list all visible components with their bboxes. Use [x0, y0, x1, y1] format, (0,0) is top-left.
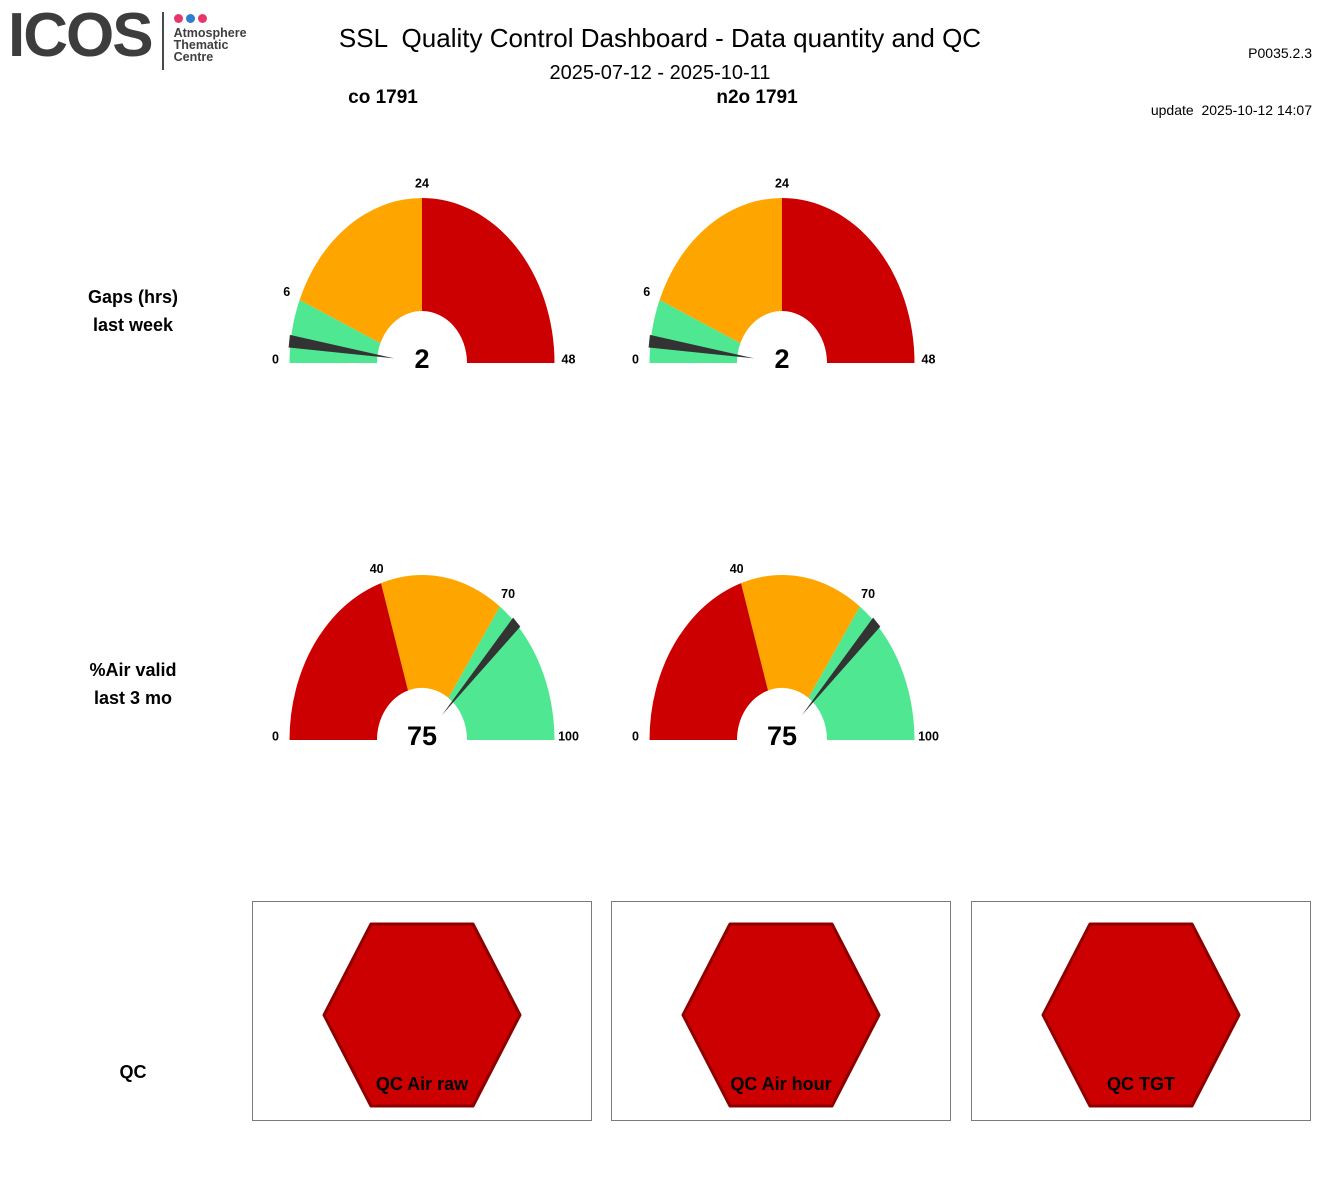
version-code: P0035.2.3: [1248, 45, 1312, 61]
row-label-line: last week: [92, 315, 174, 335]
svg-text:48: 48: [562, 352, 576, 366]
qc-hexagon-air-hour: QC Air hour: [679, 920, 883, 1110]
svg-text:100: 100: [918, 729, 939, 743]
svg-text:24: 24: [415, 177, 429, 190]
update-timestamp: update 2025-10-12 14:07: [1150, 102, 1312, 118]
date-range: 2025-07-12 - 2025-10-11: [549, 62, 771, 84]
gauge-airvalid-n2o: 0 40 70 100 75: [617, 554, 947, 754]
column-header-n2o: n2o 1791: [716, 87, 798, 108]
page-title: SSL Quality Control Dashboard - Data qua…: [338, 23, 982, 53]
logo-dot-icon: [197, 14, 207, 23]
qc-hexagon-icon: [1041, 922, 1241, 1108]
icos-logo-text: ICOS: [8, 1, 154, 70]
svg-text:40: 40: [370, 562, 384, 576]
svg-text:100: 100: [558, 729, 579, 743]
version-info: P0035.2.3 update 2025-10-12 14:07: [1151, 6, 1312, 158]
svg-text:6: 6: [643, 285, 650, 299]
row-label-gaps: Gaps (hrs) last week: [13, 283, 253, 339]
row-label-air-valid: %Air valid last 3 mo: [13, 656, 253, 712]
svg-text:75: 75: [767, 721, 797, 751]
svg-text:40: 40: [730, 562, 744, 576]
logo-subtext-line: Atmosphere: [173, 26, 247, 40]
row-label-line: Gaps (hrs): [87, 287, 179, 307]
svg-text:0: 0: [632, 729, 639, 743]
svg-text:0: 0: [272, 729, 279, 743]
logo-divider: [161, 12, 164, 70]
qc-hexagon-icon: [322, 922, 522, 1108]
gauge-gaps-co: 0 6 24 48 2: [257, 177, 587, 377]
qc-hexagon-icon: [681, 922, 881, 1108]
svg-text:2: 2: [414, 344, 429, 374]
qc-hexagon-label: QC TGT: [1107, 1074, 1175, 1094]
row-label-line: QC: [119, 1062, 147, 1082]
qc-hexagon-air-raw: QC Air raw: [320, 920, 524, 1110]
logo-subtext-line: Centre: [173, 50, 214, 64]
logo-subtext: Atmosphere Thematic Centre: [173, 26, 247, 64]
logo-dot-icon: [173, 14, 183, 23]
gauge-gaps-n2o: 0 6 24 48 2: [617, 177, 947, 377]
logo-subblock: Atmosphere Thematic Centre: [173, 6, 247, 64]
svg-text:48: 48: [922, 352, 936, 366]
qc-hexagon-label: QC Air hour: [730, 1074, 832, 1094]
svg-text:2: 2: [774, 344, 789, 374]
logo-dots-icon: [173, 14, 247, 23]
gauge-airvalid-co: 0 40 70 100 75: [257, 554, 587, 754]
icos-logo: ICOS Atmosphere Thematic Centre: [8, 1, 247, 70]
logo-dot-icon: [185, 14, 195, 23]
svg-text:0: 0: [632, 352, 639, 366]
row-label-line: %Air valid: [89, 660, 177, 680]
svg-text:0: 0: [272, 352, 279, 366]
qc-panel-tgt: QC TGT: [971, 901, 1311, 1121]
svg-text:6: 6: [283, 285, 290, 299]
logo-subtext-line: Thematic: [173, 38, 229, 52]
row-label-qc: QC: [13, 1058, 253, 1086]
svg-text:70: 70: [501, 587, 515, 601]
qc-panel-air-hour: QC Air hour: [611, 901, 951, 1121]
qc-panel-air-raw: QC Air raw: [252, 901, 592, 1121]
qc-hexagon-tgt: QC TGT: [1039, 920, 1243, 1110]
svg-text:24: 24: [775, 177, 789, 190]
column-header-co: co 1791: [348, 87, 418, 108]
svg-text:75: 75: [407, 721, 437, 751]
qc-hexagon-label: QC Air raw: [375, 1074, 469, 1094]
svg-text:70: 70: [861, 587, 875, 601]
row-label-line: last 3 mo: [93, 688, 173, 708]
